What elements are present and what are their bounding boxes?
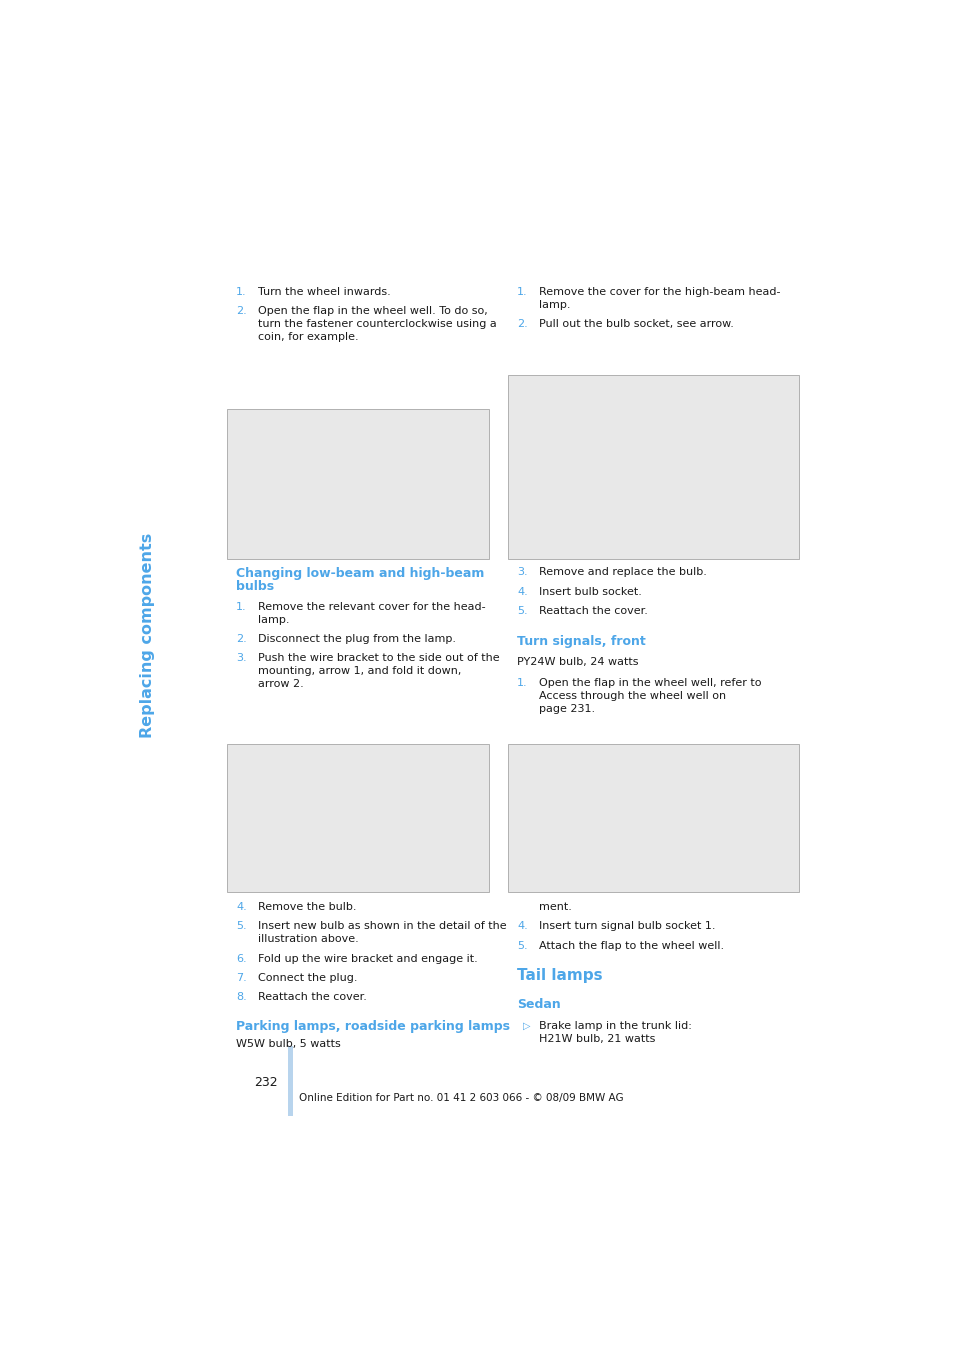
Text: Connect the plug.: Connect the plug. — [258, 973, 357, 983]
Text: 3.: 3. — [517, 567, 527, 578]
Bar — [288, 1045, 293, 1116]
Bar — [227, 409, 488, 559]
Text: Reattach the cover.: Reattach the cover. — [538, 606, 647, 616]
Text: Disconnect the plug from the lamp.: Disconnect the plug from the lamp. — [258, 634, 456, 644]
Text: 2.: 2. — [517, 319, 527, 329]
Text: 5.: 5. — [517, 606, 527, 616]
Text: Turn signals, front: Turn signals, front — [517, 636, 645, 648]
Text: Sedan: Sedan — [517, 998, 560, 1011]
Text: 1.: 1. — [235, 286, 247, 297]
Bar — [227, 744, 488, 892]
Text: 4.: 4. — [517, 587, 527, 597]
Text: 6.: 6. — [235, 953, 247, 964]
Text: illustration above.: illustration above. — [258, 934, 358, 945]
Text: Insert turn signal bulb socket 1.: Insert turn signal bulb socket 1. — [538, 921, 715, 931]
Text: 232: 232 — [254, 1076, 278, 1089]
Text: ▷: ▷ — [522, 1021, 530, 1031]
Text: Tail lamps: Tail lamps — [517, 968, 602, 983]
Text: lamp.: lamp. — [258, 614, 290, 625]
Text: Turn the wheel inwards.: Turn the wheel inwards. — [258, 286, 391, 297]
Bar — [508, 744, 799, 892]
Text: Insert new bulb as shown in the detail of the: Insert new bulb as shown in the detail o… — [258, 921, 506, 931]
Text: mounting, arrow 1, and fold it down,: mounting, arrow 1, and fold it down, — [258, 666, 461, 676]
Text: PY24W bulb, 24 watts: PY24W bulb, 24 watts — [517, 657, 638, 667]
Text: Push the wire bracket to the side out of the: Push the wire bracket to the side out of… — [258, 653, 499, 663]
Text: arrow 2.: arrow 2. — [258, 679, 304, 688]
Bar — [508, 375, 799, 559]
Text: bulbs: bulbs — [235, 580, 274, 594]
Text: page 231.: page 231. — [538, 705, 595, 714]
Text: Brake lamp in the trunk lid:: Brake lamp in the trunk lid: — [538, 1021, 691, 1031]
Text: Access through the wheel well on: Access through the wheel well on — [538, 691, 725, 701]
Text: W5W bulb, 5 watts: W5W bulb, 5 watts — [235, 1038, 340, 1049]
Text: 8.: 8. — [235, 992, 247, 1002]
Text: 1.: 1. — [517, 678, 527, 688]
Text: 4.: 4. — [517, 921, 527, 931]
Text: Replacing components: Replacing components — [140, 532, 154, 737]
Text: 1.: 1. — [517, 286, 527, 297]
Text: Open the flap in the wheel well. To do so,: Open the flap in the wheel well. To do s… — [258, 306, 488, 316]
Text: 1.: 1. — [235, 602, 247, 612]
Text: lamp.: lamp. — [538, 300, 570, 309]
Text: Insert bulb socket.: Insert bulb socket. — [538, 587, 641, 597]
Text: Pull out the bulb socket, see arrow.: Pull out the bulb socket, see arrow. — [538, 319, 733, 329]
Text: 5.: 5. — [517, 941, 527, 950]
Text: Changing low-beam and high-beam: Changing low-beam and high-beam — [235, 567, 484, 580]
Text: Fold up the wire bracket and engage it.: Fold up the wire bracket and engage it. — [258, 953, 477, 964]
Text: Remove the bulb.: Remove the bulb. — [258, 902, 356, 913]
Text: Parking lamps, roadside parking lamps: Parking lamps, roadside parking lamps — [235, 1019, 510, 1033]
Text: 2.: 2. — [235, 634, 247, 644]
Text: 4.: 4. — [235, 902, 247, 913]
Text: 2.: 2. — [235, 306, 247, 316]
Text: Attach the flap to the wheel well.: Attach the flap to the wheel well. — [538, 941, 723, 950]
Text: 5.: 5. — [235, 921, 247, 931]
Text: Reattach the cover.: Reattach the cover. — [258, 992, 367, 1002]
Text: Remove and replace the bulb.: Remove and replace the bulb. — [538, 567, 706, 578]
Text: turn the fastener counterclockwise using a: turn the fastener counterclockwise using… — [258, 319, 497, 329]
Text: Remove the cover for the high-beam head-: Remove the cover for the high-beam head- — [538, 286, 780, 297]
Text: H21W bulb, 21 watts: H21W bulb, 21 watts — [538, 1034, 655, 1044]
Text: coin, for example.: coin, for example. — [258, 332, 358, 342]
Text: Open the flap in the wheel well, refer to: Open the flap in the wheel well, refer t… — [538, 678, 760, 688]
Text: 3.: 3. — [235, 653, 247, 663]
Text: ment.: ment. — [538, 902, 572, 913]
Text: 7.: 7. — [235, 973, 247, 983]
Text: Online Edition for Part no. 01 41 2 603 066 - © 08/09 BMW AG: Online Edition for Part no. 01 41 2 603 … — [298, 1092, 623, 1103]
Text: Remove the relevant cover for the head-: Remove the relevant cover for the head- — [258, 602, 485, 612]
